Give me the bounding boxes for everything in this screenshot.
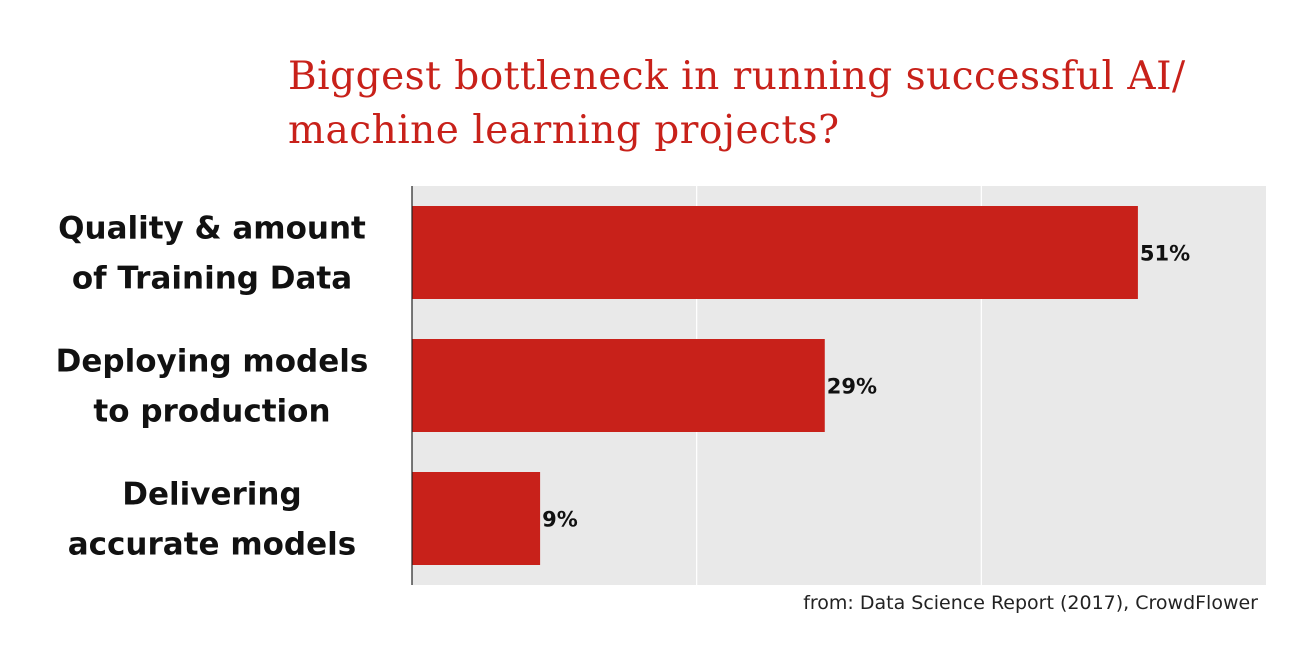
category-label: to production bbox=[93, 394, 330, 430]
bars: 51% 29% 9% bbox=[412, 206, 1190, 565]
category-label: Quality & amount bbox=[58, 211, 366, 247]
bar bbox=[412, 339, 825, 432]
source-note: from: Data Science Report (2017), CrowdF… bbox=[803, 592, 1258, 614]
category-label: Deploying models bbox=[56, 344, 369, 380]
bar bbox=[412, 206, 1138, 299]
data-label: 9% bbox=[542, 508, 578, 532]
category-label: accurate models bbox=[68, 527, 356, 563]
bar bbox=[412, 472, 541, 565]
chart-title: Biggest bottleneck in running successful… bbox=[288, 50, 1278, 158]
data-label: 51% bbox=[1140, 242, 1190, 266]
data-label: 29% bbox=[827, 375, 877, 399]
chart-title-line-2: machine learning projects? bbox=[288, 108, 840, 153]
category-label: Delivering bbox=[122, 477, 301, 513]
category-label: of Training Data bbox=[72, 261, 352, 297]
chart-title-line-1: Biggest bottleneck in running successful… bbox=[288, 54, 1186, 99]
category-labels: Quality & amount of Training Data Deployin… bbox=[56, 211, 369, 563]
